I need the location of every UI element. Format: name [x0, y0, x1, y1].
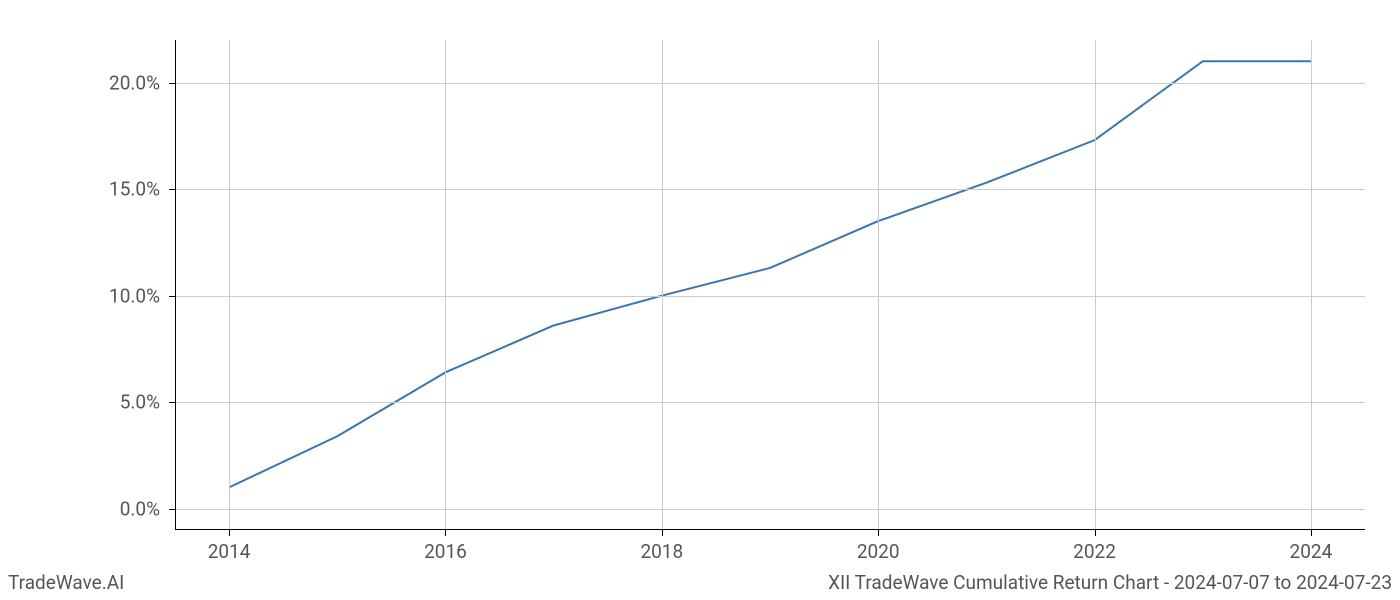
grid-line-vertical [878, 40, 879, 530]
y-tick [169, 402, 175, 403]
y-tick [169, 509, 175, 510]
grid-line-horizontal [175, 402, 1365, 403]
x-tick-label: 2020 [857, 540, 900, 563]
y-tick [169, 296, 175, 297]
footer-right-label: XII TradeWave Cumulative Return Chart - … [828, 571, 1392, 594]
series-line [229, 61, 1311, 487]
y-tick-label: 5.0% [100, 391, 160, 414]
y-tick-label: 10.0% [100, 284, 160, 307]
cumulative-return-chart: TradeWave.AI XII TradeWave Cumulative Re… [0, 0, 1400, 600]
grid-line-vertical [445, 40, 446, 530]
x-tick [662, 530, 663, 536]
grid-line-horizontal [175, 296, 1365, 297]
y-tick [169, 83, 175, 84]
y-tick-label: 15.0% [100, 178, 160, 201]
grid-line-vertical [1095, 40, 1096, 530]
x-tick [445, 530, 446, 536]
y-tick-label: 0.0% [100, 497, 160, 520]
x-tick [1095, 530, 1096, 536]
line-series-layer [175, 40, 1365, 530]
plot-area [175, 40, 1365, 530]
x-tick-label: 2016 [424, 540, 467, 563]
x-tick-label: 2018 [640, 540, 683, 563]
x-tick [878, 530, 879, 536]
grid-line-horizontal [175, 83, 1365, 84]
x-tick [1311, 530, 1312, 536]
grid-line-horizontal [175, 189, 1365, 190]
axis-spine-left [175, 40, 176, 530]
axis-spine-bottom [175, 529, 1365, 530]
footer-left-label: TradeWave.AI [8, 571, 124, 594]
grid-line-horizontal [175, 509, 1365, 510]
x-tick [229, 530, 230, 536]
x-tick-label: 2024 [1290, 540, 1333, 563]
grid-line-vertical [229, 40, 230, 530]
x-tick-label: 2014 [208, 540, 251, 563]
y-tick [169, 189, 175, 190]
x-tick-label: 2022 [1073, 540, 1116, 563]
grid-line-vertical [662, 40, 663, 530]
y-tick-label: 20.0% [100, 71, 160, 94]
grid-line-vertical [1311, 40, 1312, 530]
